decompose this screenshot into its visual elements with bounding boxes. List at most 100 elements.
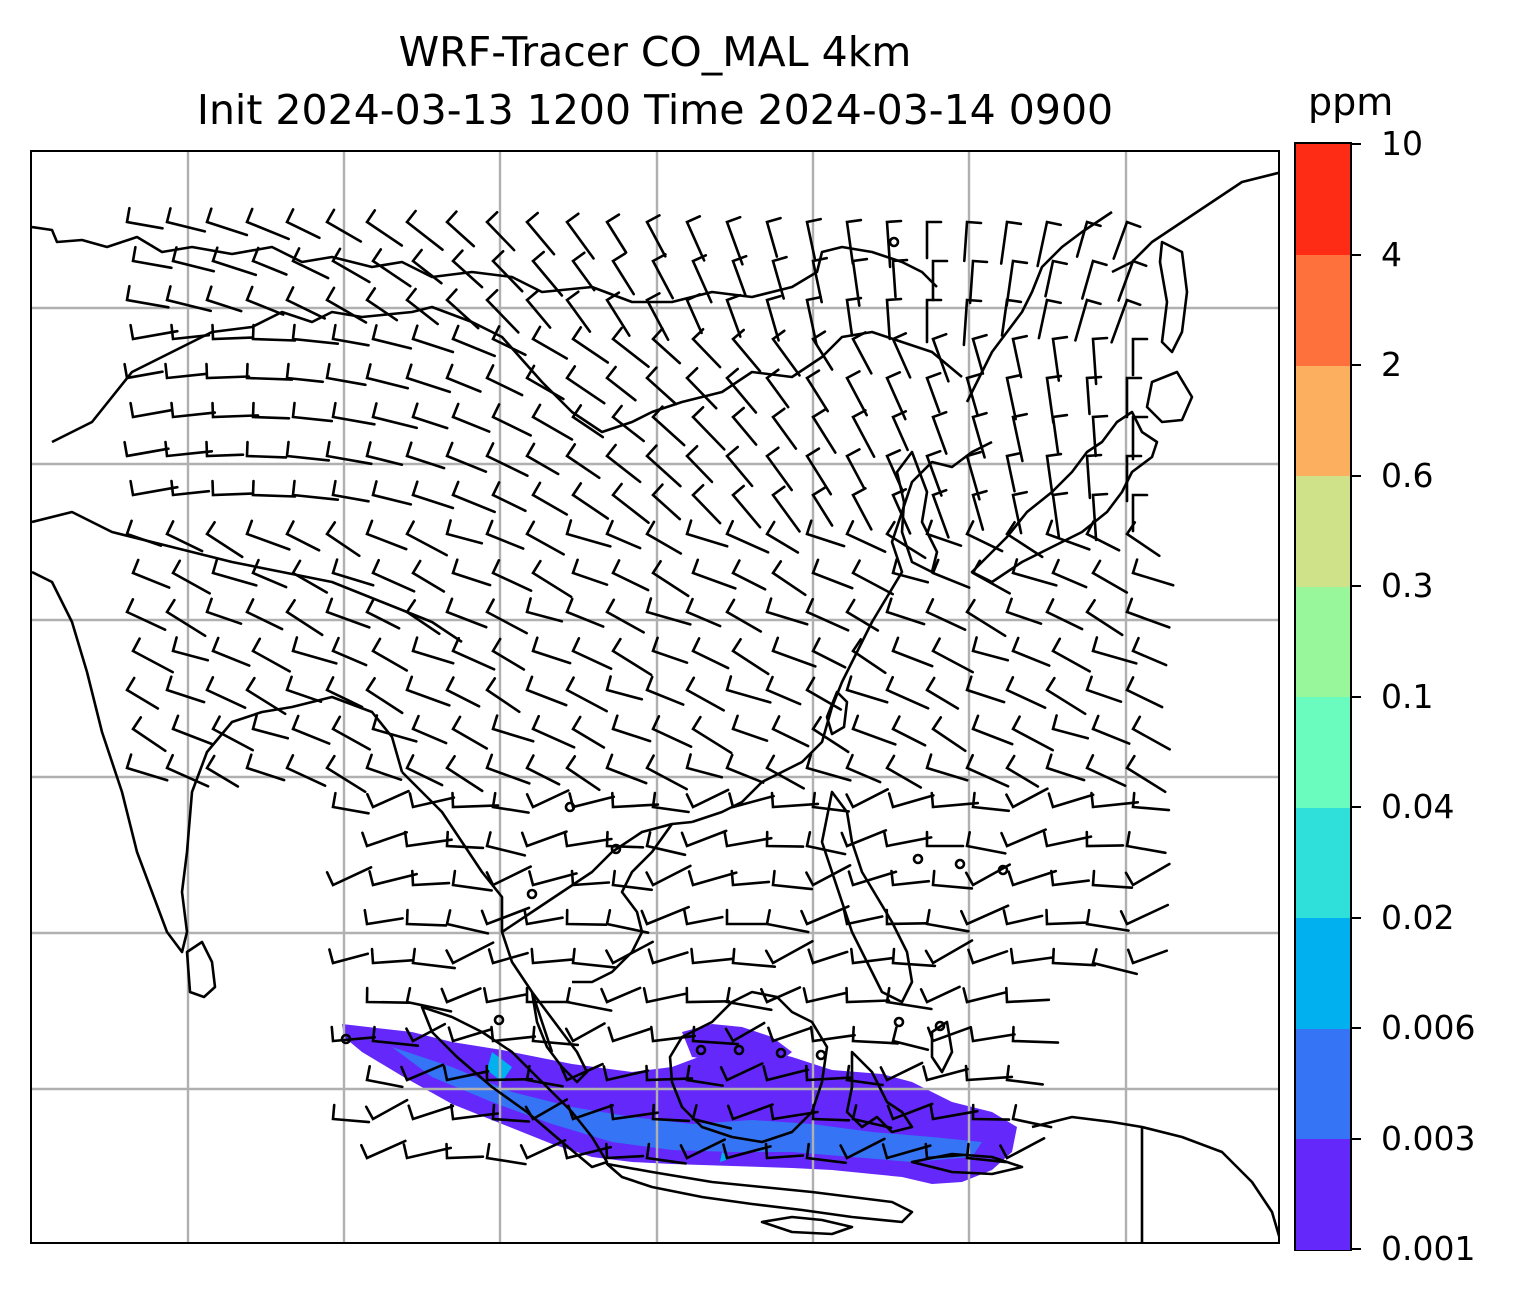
wind-barb-392 — [408, 792, 456, 809]
wind-barb-355 — [811, 716, 850, 754]
wind-barb-401 — [770, 791, 820, 809]
wind-barb-391 — [366, 789, 410, 809]
wind-barb-424 — [883, 831, 933, 848]
wind-barb-524 — [891, 1026, 930, 1051]
wind-barb-385 — [965, 753, 1010, 788]
wind-barb-55 — [245, 285, 285, 316]
wind-barb-472 — [328, 948, 370, 965]
wind-barb-9 — [485, 211, 516, 252]
wind-barb-163 — [405, 441, 446, 470]
wind-barb-554 — [691, 1104, 733, 1130]
wind-barb-453 — [405, 908, 448, 927]
wind-barb-321 — [485, 677, 521, 714]
calm-marker-11 — [695, 1044, 707, 1056]
wind-barb-566 — [485, 1142, 527, 1166]
calm-marker-9 — [934, 1020, 946, 1032]
wind-barb-209 — [165, 520, 204, 553]
coast-borneo — [668, 990, 829, 1144]
wind-barb-466 — [925, 908, 970, 933]
wind-barb-230 — [1005, 521, 1044, 559]
wind-barb-379 — [725, 753, 765, 784]
wind-barb-245 — [571, 558, 609, 586]
wind-barb-502 — [725, 986, 773, 1012]
colorbar-tick — [1352, 143, 1361, 145]
wind-barb-225 — [805, 519, 846, 548]
wind-barb-471 — [1119, 903, 1170, 926]
coast-mongolia-border — [51, 305, 963, 444]
wind-barb-491 — [1091, 948, 1138, 976]
wind-barb-444 — [847, 870, 898, 887]
wind-barb-463 — [800, 905, 850, 926]
wind-barb-550 — [524, 1098, 569, 1121]
wind-barb-558 — [851, 1104, 893, 1130]
wind-barb-18 — [845, 218, 863, 265]
wind-barb-474 — [411, 947, 456, 970]
wind-barb-253 — [891, 558, 930, 584]
wind-barb-210 — [205, 521, 244, 559]
wind-barb-38 — [611, 252, 635, 296]
wind-barb-138 — [451, 402, 491, 433]
wind-barb-240 — [371, 558, 416, 593]
wind-barb-335 — [1045, 676, 1087, 716]
wind-barb-252 — [851, 559, 894, 596]
wind-barb-87 — [491, 325, 527, 357]
wind-barb-180 — [1085, 453, 1103, 500]
wind-barb-19 — [885, 219, 903, 269]
wind-barb-290 — [291, 636, 338, 665]
wind-barb-231 — [1045, 519, 1091, 551]
wind-barb-291 — [331, 636, 368, 667]
wind-barb-404 — [887, 792, 935, 809]
wind-barb-496 — [483, 987, 527, 1004]
wind-barb-220 — [605, 519, 642, 550]
wind-barb-371 — [405, 754, 444, 787]
wind-barb-527 — [1011, 1025, 1060, 1044]
wind-barb-521 — [767, 1026, 812, 1043]
wind-barb-130 — [129, 401, 173, 419]
wind-barb-381 — [805, 753, 852, 782]
wind-barb-421 — [765, 830, 805, 848]
wind-barb-53 — [165, 285, 212, 313]
colorbar-label: 10 — [1381, 124, 1423, 163]
wind-barb-349 — [571, 715, 606, 749]
wind-barb-560 — [929, 1103, 979, 1121]
colorbar-units: ppm — [1308, 80, 1394, 124]
wind-barb-456 — [523, 908, 564, 926]
wind-barb-506 — [885, 986, 933, 1011]
chart-title-line2: Init 2024-03-13 1200 Time 2024-03-14 090… — [196, 86, 1114, 134]
wind-barb-517 — [607, 1026, 652, 1043]
wind-barb-154 — [1091, 414, 1109, 458]
wind-barb-447 — [964, 863, 1011, 887]
wind-barb-351 — [651, 715, 693, 748]
colorbar-label: 0.6 — [1381, 455, 1434, 495]
wind-barb-62 — [525, 289, 552, 329]
wind-barb-537 — [719, 1062, 764, 1082]
wind-barb-285 — [1125, 597, 1171, 629]
wind-barb-148 — [851, 409, 876, 458]
wind-barb-211 — [245, 519, 291, 551]
wind-barb-300 — [691, 637, 730, 670]
map-panel — [30, 150, 1280, 1244]
wind-barb-26 — [131, 245, 173, 270]
calm-marker-7 — [493, 1014, 505, 1026]
wind-barb-186 — [291, 479, 340, 501]
wind-barb-277 — [805, 597, 850, 632]
map-canvas — [32, 152, 1278, 1242]
wind-barb-467 — [960, 904, 1010, 926]
wind-barb-301 — [731, 638, 770, 676]
coast-srilanka — [185, 940, 217, 999]
colorbar-tick — [1352, 253, 1361, 256]
wind-barb-450 — [1091, 869, 1134, 889]
wind-barb-20 — [925, 220, 943, 260]
wind-barb-494 — [405, 987, 453, 1013]
wind-barb-229 — [965, 520, 1004, 553]
wind-barb-551 — [567, 1104, 614, 1121]
colorbar-tick — [1352, 1248, 1361, 1250]
wind-barb-536 — [685, 1064, 724, 1087]
chart-title-line1: WRF-Tracer CO_MAL 4km — [398, 28, 912, 76]
wind-barb-6 — [365, 209, 404, 247]
wind-barb-3 — [245, 207, 290, 241]
wind-barb-251 — [811, 558, 854, 590]
wind-barb-155 — [1131, 415, 1149, 461]
wind-barb-246 — [611, 559, 650, 592]
wind-barbs — [123, 206, 1175, 1166]
